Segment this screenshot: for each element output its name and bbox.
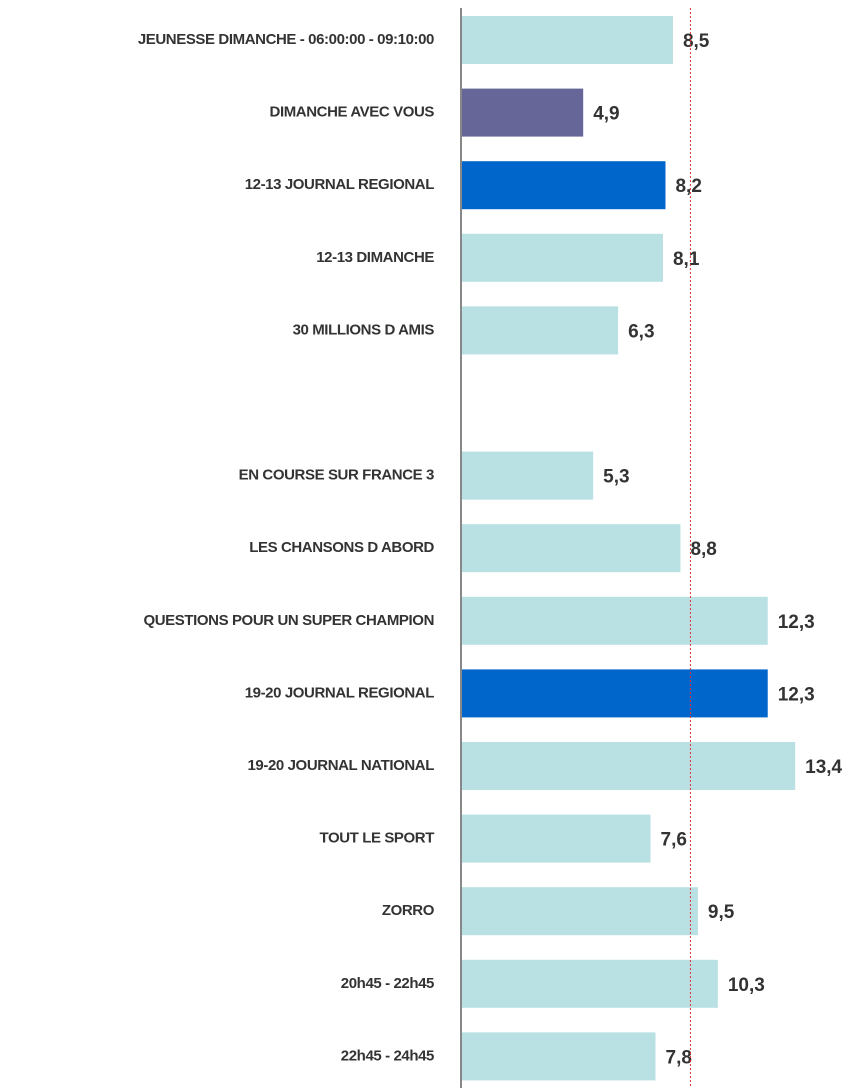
category-label: 30 MILLIONS D AMIS [293,321,435,338]
category-label: DIMANCHE AVEC VOUS [270,104,435,121]
bar [461,1032,656,1081]
bar [461,524,681,573]
value-label: 8,2 [675,176,701,197]
category-label: 20h45 - 22h45 [341,975,434,992]
category-label: 12-13 DIMANCHE [316,249,434,266]
bar [461,959,718,1008]
value-label: 10,3 [728,975,765,996]
bar [461,306,619,355]
value-label: 8,1 [673,249,700,270]
value-label: 13,4 [805,757,842,778]
value-label: 5,3 [603,467,629,488]
value-label: 12,3 [778,684,815,705]
category-label: LES CHANSONS D ABORD [249,539,434,556]
value-label: 8,8 [690,539,716,560]
value-label: 4,9 [593,104,619,125]
category-label: 19-20 JOURNAL NATIONAL [247,757,434,774]
value-label: 7,8 [666,1047,692,1068]
value-label: 7,6 [661,830,687,851]
value-label: 12,3 [778,612,815,633]
bar [461,88,584,137]
category-label: TOUT LE SPORT [319,830,434,847]
category-label: 12-13 JOURNAL REGIONAL [245,176,435,193]
category-label: JEUNESSE DIMANCHE - 06:00:00 - 09:10:00 [138,31,434,48]
bar [461,887,698,936]
bar [461,161,666,210]
bar [461,233,663,282]
value-label: 6,3 [628,321,654,342]
bar [461,669,768,718]
value-label: 9,5 [708,902,735,923]
category-label: 22h45 - 24h45 [341,1047,434,1064]
value-label: 8,5 [683,31,710,52]
bar [461,742,796,790]
category-label: EN COURSE SUR FRANCE 3 [239,467,434,484]
category-label: 19-20 JOURNAL REGIONAL [245,684,435,701]
bar [461,814,651,863]
bar [461,451,594,500]
bar [461,16,673,64]
category-label: ZORRO [382,902,435,919]
category-label: QUESTIONS POUR UN SUPER CHAMPION [143,612,434,629]
bar [461,596,768,645]
